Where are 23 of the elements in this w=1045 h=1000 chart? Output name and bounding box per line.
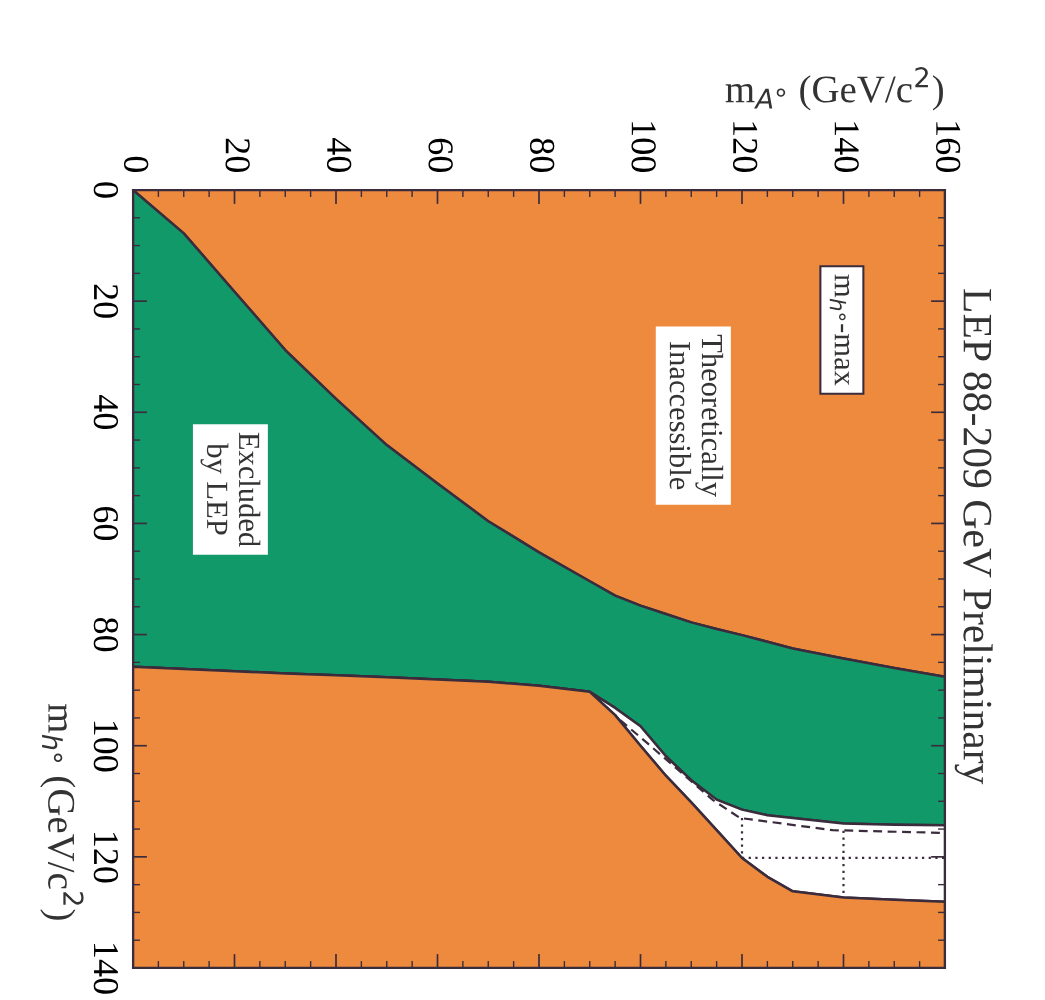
x-tick-label: 140 [834, 122, 859, 172]
x-tick-label: 60 [428, 138, 453, 172]
y-tick-label: 60 [93, 506, 119, 541]
y-tick-label: 120 [93, 832, 119, 883]
annotation: m$_{h°}$-max [829, 274, 850, 386]
y-tick-label: 100 [93, 721, 119, 772]
text: LEP 88-209 GeV Preliminary [954, 289, 993, 785]
annotation: Excluded by LEP [200, 432, 261, 547]
y-axis-title: m$_{h°}$ (GeV/c$^{2}$) [40, 703, 84, 920]
annotation: Theoretically Inaccessible [669, 334, 724, 497]
y-tick-label: 0 [93, 182, 119, 198]
x-tick-label: 20 [225, 138, 250, 172]
x-tick-label: 120 [732, 122, 758, 172]
x-axis-title: m$_{A°}$ (GeV/c$^{2}$) [725, 67, 943, 111]
x-tick-label: 0 [123, 156, 149, 172]
y-tick-label: 140 [93, 944, 119, 994]
x-tick-label: 40 [326, 137, 352, 172]
y-tick-label: 20 [93, 284, 119, 318]
y-tick-label: 40 [93, 394, 119, 429]
y-tick-label: 80 [93, 617, 119, 652]
x-tick-label: 160 [935, 122, 961, 172]
x-tick-label: 100 [631, 122, 656, 172]
x-tick-label: 80 [529, 138, 555, 172]
